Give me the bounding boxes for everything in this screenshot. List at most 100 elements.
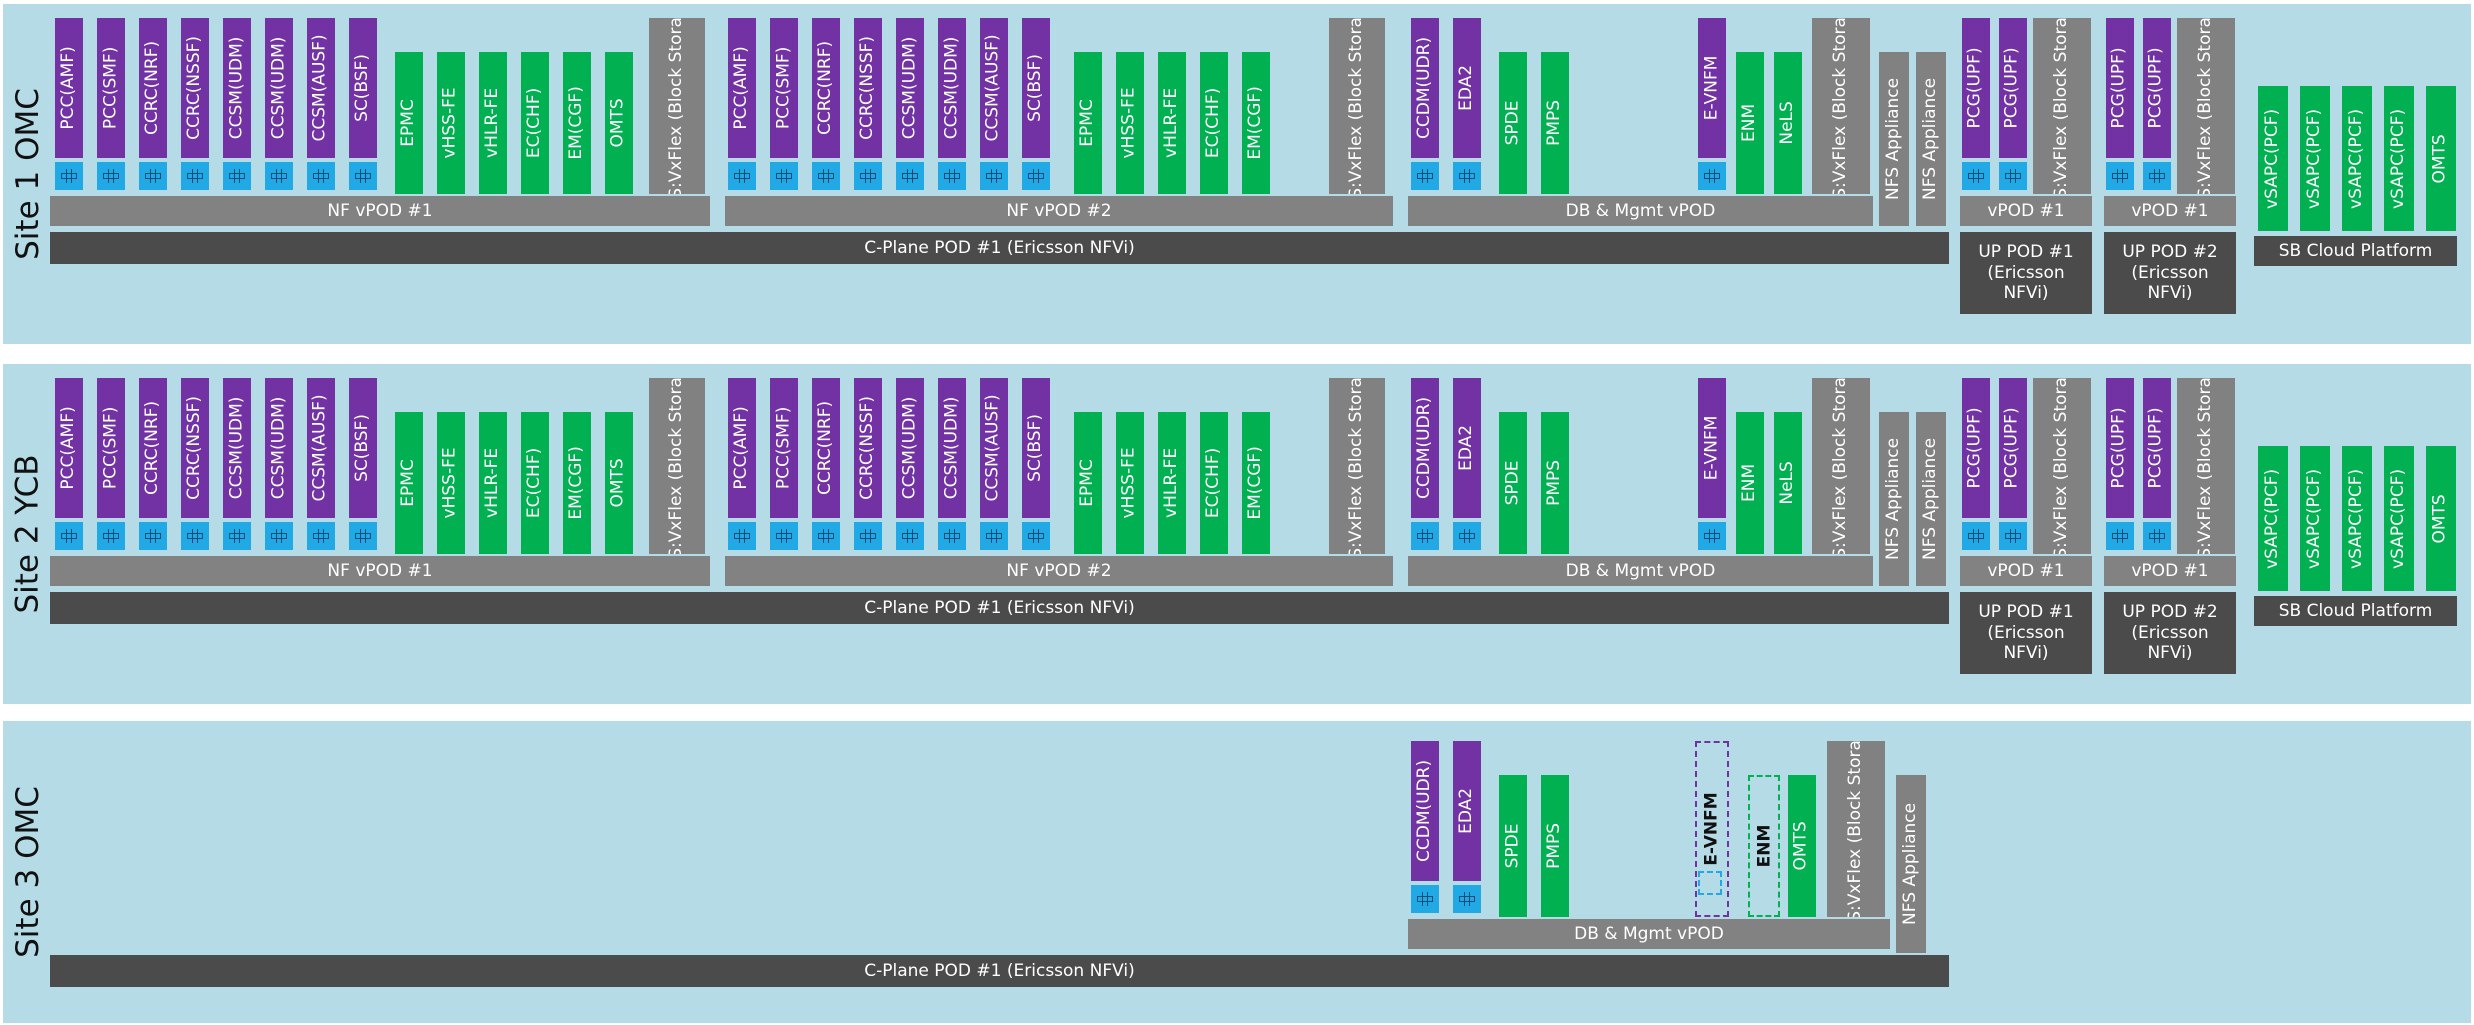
- sb-cloud-platform: SB Cloud Platform: [2254, 236, 2457, 266]
- enm-planned-label: ENM: [1754, 824, 1775, 868]
- nf2-green-label: EM(CGF): [1245, 446, 1266, 520]
- sds-vxflex-label: SDS:VxFlex (Block Storage): [2051, 378, 2072, 554]
- nf2-chip: [770, 522, 798, 550]
- nf2-vnf-label: PCC(SMF): [773, 46, 794, 130]
- sds-vxflex-label: SDS:VxFlex (Block Storage): [666, 18, 687, 194]
- nf2-vnf: PCC(AMF): [728, 18, 756, 158]
- nf1-chip: [55, 522, 83, 550]
- sds-vxflex-label: SDS:VxFlex (Block Storage): [1845, 741, 1866, 917]
- nf1-vnf-label: CCSM(AUSF): [310, 34, 331, 142]
- nf1-vnf-label: CCRC(NSSF): [184, 396, 205, 500]
- pcg-upf: PCG(UPF): [2106, 378, 2134, 518]
- nf1-vnf-label: PCC(AMF): [58, 406, 79, 490]
- pcg-upf-label: PCG(UPF): [2002, 47, 2023, 129]
- pcg-upf: PCG(UPF): [1999, 378, 2027, 518]
- db-vnf: EDA2: [1453, 18, 1481, 158]
- nf1-chip: [97, 162, 125, 190]
- nf2-vnf-label: CCSM(UDM): [899, 396, 920, 500]
- nf1-chip: [181, 522, 209, 550]
- nfs-appliance-label: NFS Appliance: [1920, 437, 1941, 561]
- chip-icon: [902, 169, 918, 183]
- nf2-vnf: SC(BSF): [1022, 18, 1050, 158]
- pcg-upf: PCG(UPF): [2106, 18, 2134, 158]
- nf2-chip: [854, 162, 882, 190]
- cplane-pod: C-Plane POD #1 (Ericsson NFVi): [50, 232, 1949, 264]
- vsapc-pcf: vSAPC(PCF): [2342, 86, 2372, 231]
- sds-vxflex: SDS:VxFlex (Block Storage): [1812, 378, 1870, 554]
- nf2-chip: [938, 522, 966, 550]
- nf2-green-label: EM(CGF): [1245, 86, 1266, 160]
- vsapc-pcf-label: vSAPC(PCF): [2346, 108, 2367, 209]
- nf2-green-label: vHLR-FE: [1161, 87, 1182, 159]
- db-chip: [1453, 162, 1481, 190]
- nf1-green-label: OMTS: [608, 98, 629, 148]
- sds-vxflex-label: SDS:VxFlex (Block Storage): [2195, 18, 2216, 194]
- nf2-green: vHLR-FE: [1158, 52, 1186, 194]
- sds-vxflex-label: SDS:VxFlex (Block Storage): [1830, 378, 1851, 554]
- nf1-green-label: EPMC: [398, 99, 419, 147]
- chip-icon: [1459, 529, 1475, 543]
- nf1-chip: [97, 522, 125, 550]
- vsapc-pcf: vSAPC(PCF): [2342, 446, 2372, 591]
- pcg-chip: [2106, 522, 2134, 550]
- nf1-green-label: EC(CHF): [524, 447, 545, 519]
- nf1-green-label: OMTS: [608, 458, 629, 508]
- nf2-vnf: PCC(AMF): [728, 378, 756, 518]
- pcg-chip: [2143, 522, 2171, 550]
- nf1-vnf: CCRC(NSSF): [181, 378, 209, 518]
- nf2-green-label: EPMC: [1077, 99, 1098, 147]
- sds-vxflex: SDS:VxFlex (Block Storage): [649, 18, 705, 194]
- site-title: Site 3 OMC: [10, 786, 46, 958]
- nf1-vnf-label: CCSM(UDM): [268, 36, 289, 140]
- nf2-vnf-label: CCRC(NSSF): [857, 396, 878, 500]
- nf2-chip: [980, 522, 1008, 550]
- nf1-green: OMTS: [605, 52, 633, 194]
- chip-icon: [860, 529, 876, 543]
- nf1-vnf: CCRC(NRF): [139, 18, 167, 158]
- nf1-vnf-label: CCSM(UDM): [268, 396, 289, 500]
- chip-icon: [2149, 529, 2165, 543]
- chip-icon: [2149, 169, 2165, 183]
- nels: NeLS: [1774, 412, 1802, 554]
- chip-icon: [1028, 529, 1044, 543]
- chip-icon: [1704, 529, 1720, 543]
- chip-icon: [313, 169, 329, 183]
- nf2-vnf: CCSM(UDM): [938, 378, 966, 518]
- nf2-chip: [812, 522, 840, 550]
- site-panel-s2: Site 2 YCB PCC(AMF) PCC(SMF) CCRC(NRF) CCRC(…: [3, 364, 2471, 704]
- nf2-vnf: CCSM(UDM): [896, 18, 924, 158]
- sb-omts: OMTS: [2426, 86, 2456, 231]
- nf2-chip: [728, 162, 756, 190]
- nf1-green: vHSS-FE: [437, 412, 465, 554]
- enm: ENM: [1736, 412, 1764, 554]
- chip-icon: [734, 169, 750, 183]
- site-panel-s1: Site 1 OMC PCC(AMF) PCC(SMF) CCRC(NRF) CCRC(…: [3, 4, 2471, 344]
- nf1-green-label: vHLR-FE: [482, 447, 503, 519]
- nf2-vnf: PCC(SMF): [770, 378, 798, 518]
- db-vnf-label: CCDM(UDR): [1414, 759, 1435, 863]
- up-pod1: UP POD #1 (Ericsson NFVi): [1960, 592, 2092, 674]
- chip-icon: [145, 169, 161, 183]
- nf1-chip: [307, 522, 335, 550]
- nf1-vnf: PCC(AMF): [55, 378, 83, 518]
- nf1-vnf-label: CCSM(UDM): [226, 36, 247, 140]
- nf1-green-label: EM(CGF): [566, 86, 587, 160]
- chip-icon: [902, 529, 918, 543]
- nf1-vnf: CCSM(AUSF): [307, 18, 335, 158]
- pcg-upf: PCG(UPF): [1962, 378, 1990, 518]
- nf1-vnf: PCC(SMF): [97, 378, 125, 518]
- db-vpod: DB & Mgmt vPOD: [1408, 556, 1873, 586]
- enm-label: ENM: [1739, 463, 1760, 503]
- chip-icon: [776, 529, 792, 543]
- nf2-vnf-label: SC(BSF): [1025, 54, 1046, 122]
- db-chip: [1453, 885, 1481, 913]
- vsapc-pcf: vSAPC(PCF): [2258, 446, 2288, 591]
- nf2-green: vHSS-FE: [1116, 412, 1144, 554]
- nf2-chip: [812, 162, 840, 190]
- up-pod1: UP POD #1 (Ericsson NFVi): [1960, 232, 2092, 314]
- chip-icon: [1968, 529, 1984, 543]
- sds-vxflex-label: SDS:VxFlex (Block Storage): [666, 378, 687, 554]
- db-vnf: CCDM(UDR): [1411, 741, 1439, 881]
- sds-vxflex: SDS:VxFlex (Block Storage): [1329, 18, 1385, 194]
- vsapc-pcf: vSAPC(PCF): [2300, 86, 2330, 231]
